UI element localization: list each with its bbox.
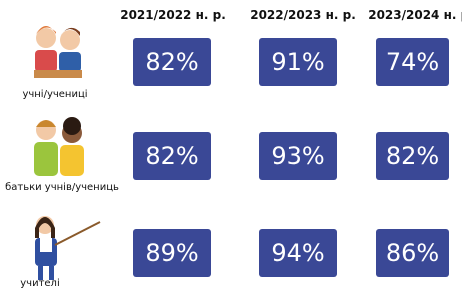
value-box: 86% [376, 229, 449, 277]
value-box: 82% [376, 132, 449, 180]
value-box: 82% [133, 38, 211, 86]
value-box: 94% [259, 229, 337, 277]
value-box: 89% [133, 229, 211, 277]
value-box: 82% [133, 132, 211, 180]
value-box: 93% [259, 132, 337, 180]
column-header: 2021/2022 н. р. [108, 8, 238, 22]
value-box: 74% [376, 38, 449, 86]
teacher-icon [35, 216, 100, 280]
row-label: учителі [20, 278, 59, 289]
column-header: 2023/2024 н. р. [356, 8, 462, 22]
row-label: учні/учениці [22, 89, 87, 100]
column-header: 2022/2023 н. р. [238, 8, 368, 22]
infographic: 2021/2022 н. р. 2022/2023 н. р. 2023/202… [0, 0, 462, 291]
students-icon [34, 26, 82, 78]
row-label: батьки учнів/учениць [5, 182, 119, 193]
parents-icon [34, 117, 84, 176]
icons [0, 0, 120, 291]
value-box: 91% [259, 38, 337, 86]
